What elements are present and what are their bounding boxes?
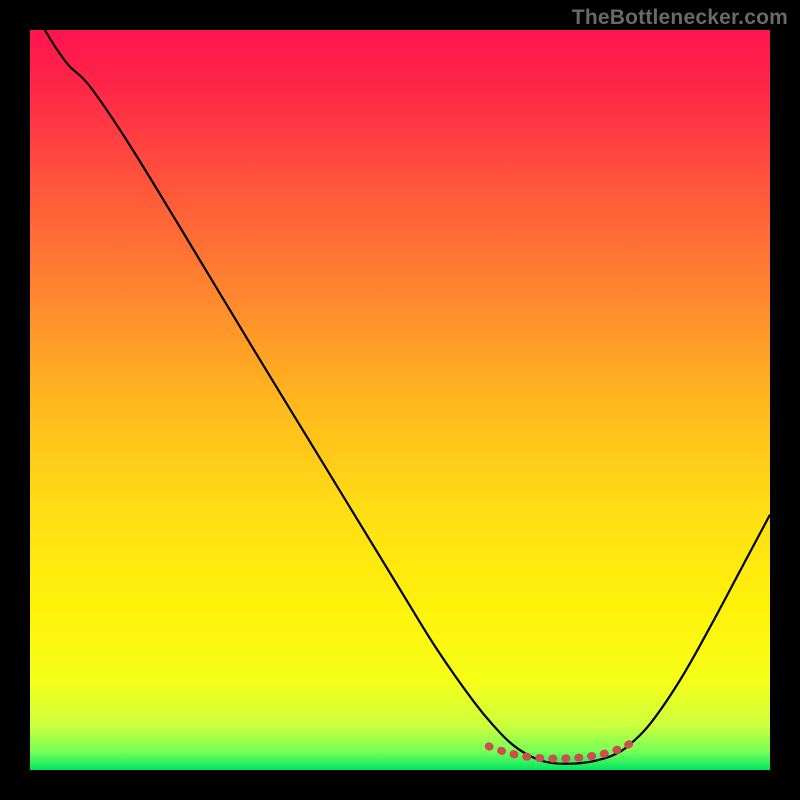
bottleneck-chart [0, 0, 800, 800]
frame-left [0, 0, 30, 800]
frame-bottom [0, 770, 800, 800]
gradient-background [30, 30, 770, 770]
watermark-text: TheBottlenecker.com [572, 6, 788, 30]
frame-right [770, 0, 800, 800]
